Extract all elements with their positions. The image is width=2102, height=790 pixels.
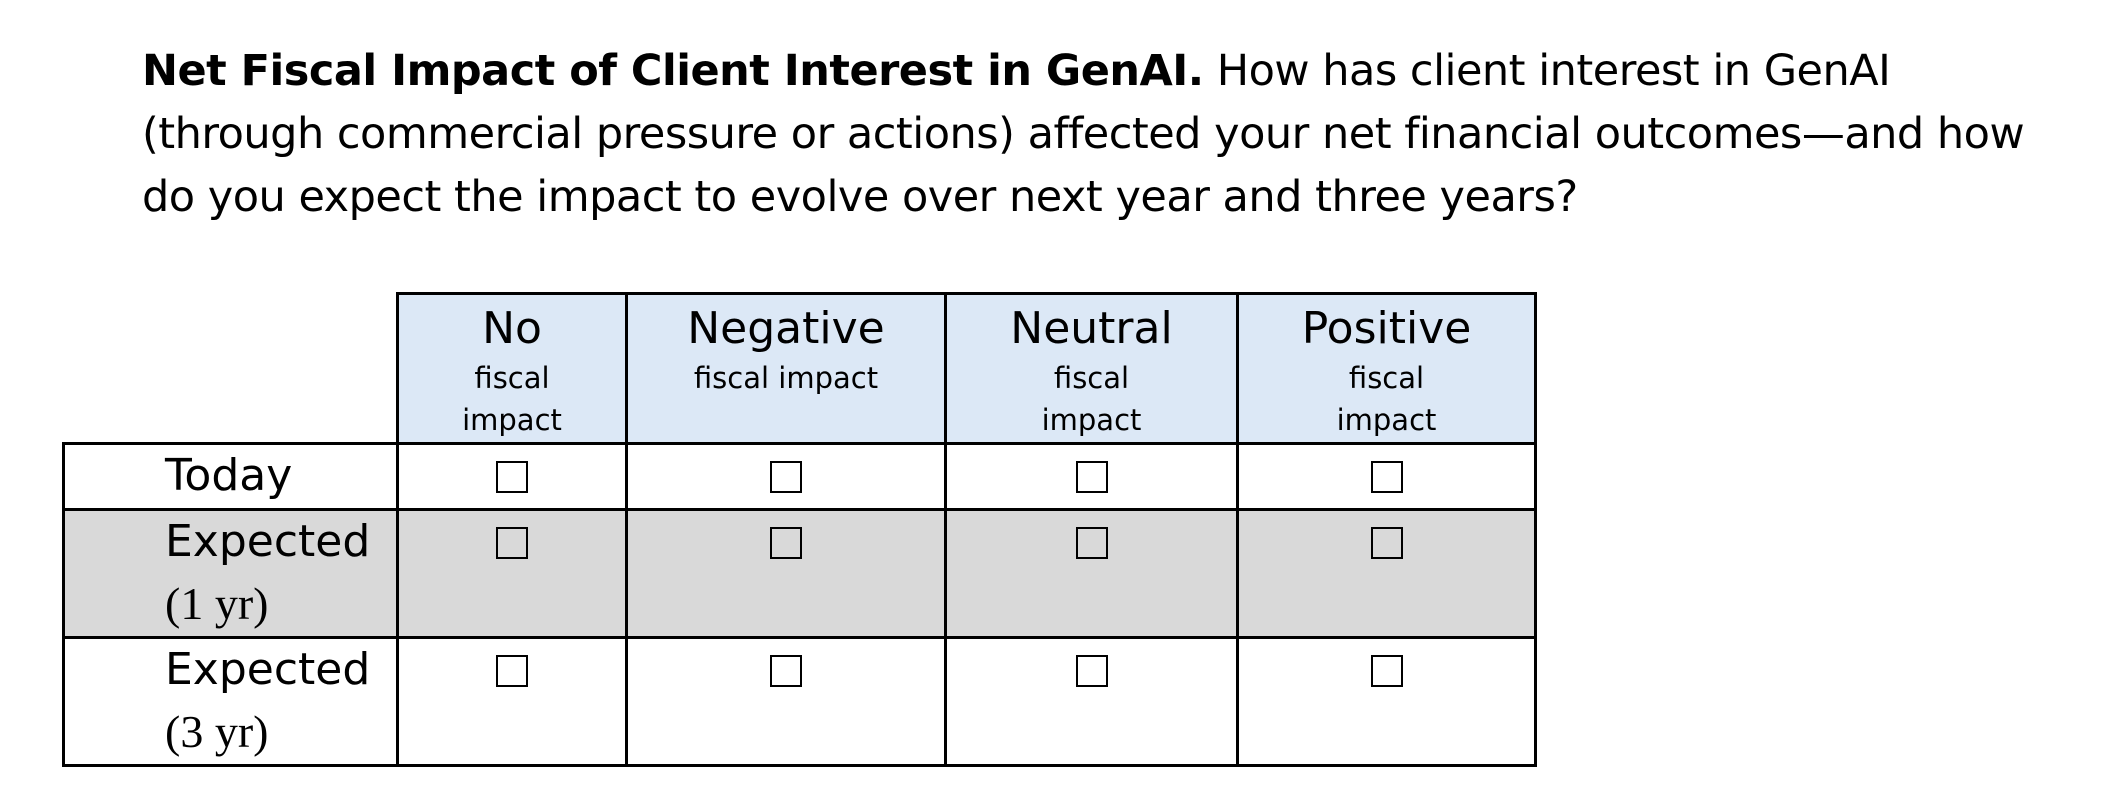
row-label-expected-3yr: Expected (3 yr) xyxy=(62,636,399,767)
cell-1yr-positive xyxy=(1236,508,1537,639)
checkbox-1yr-neutral[interactable] xyxy=(1075,527,1108,559)
question-body: How has client interest in GenAI (throug… xyxy=(142,46,2025,222)
checkbox-3yr-neutral[interactable] xyxy=(1075,655,1108,687)
table-row-expected-1yr: Expected (1 yr) xyxy=(62,508,1537,639)
row-label-line1: Expected xyxy=(165,516,371,567)
column-header-negative-fiscal-impact: Negative fiscal impact xyxy=(625,292,947,445)
row-label-line2: (1 yr) xyxy=(165,578,269,629)
checkbox-3yr-positive[interactable] xyxy=(1370,655,1403,687)
cell-1yr-negative xyxy=(625,508,947,639)
question-text: Net Fiscal Impact of Client Interest in … xyxy=(142,40,2042,229)
column-header-sub: fiscal impact xyxy=(462,361,562,437)
column-header-sub: fiscal impact xyxy=(693,361,879,395)
column-header-neutral-fiscal-impact: Neutral fiscal impact xyxy=(944,292,1239,445)
checkbox-1yr-negative[interactable] xyxy=(770,527,802,559)
checkbox-today-no-impact[interactable] xyxy=(496,461,528,493)
checkbox-1yr-positive[interactable] xyxy=(1370,527,1403,559)
row-label-today: Today xyxy=(62,442,399,511)
column-header-main: No xyxy=(482,303,542,354)
checkbox-today-neutral[interactable] xyxy=(1075,461,1108,493)
cell-1yr-neutral xyxy=(944,508,1239,639)
header-blank-cell xyxy=(64,294,398,444)
checkbox-today-negative[interactable] xyxy=(770,461,802,493)
checkbox-3yr-no-impact[interactable] xyxy=(496,655,528,687)
column-header-no-fiscal-impact: No fiscal impact xyxy=(396,292,628,445)
cell-today-negative xyxy=(625,442,947,511)
row-label-expected-1yr: Expected (1 yr) xyxy=(62,508,399,639)
column-header-main: Positive xyxy=(1301,303,1472,354)
table-row-today: Today xyxy=(62,442,1537,511)
question-title: Net Fiscal Impact of Client Interest in … xyxy=(142,46,1204,96)
column-header-sub: fiscal impact xyxy=(1336,361,1437,437)
table-row-expected-3yr: Expected (3 yr) xyxy=(62,636,1537,767)
column-header-main: Negative xyxy=(687,303,885,354)
cell-1yr-no xyxy=(396,508,628,639)
cell-3yr-no xyxy=(396,636,628,767)
cell-today-neutral xyxy=(944,442,1239,511)
column-header-sub: fiscal impact xyxy=(1041,361,1142,437)
checkbox-1yr-no-impact[interactable] xyxy=(496,527,528,559)
row-label-line1: Today xyxy=(165,450,293,501)
column-header-positive-fiscal-impact: Positive fiscal impact xyxy=(1236,292,1537,445)
cell-3yr-positive xyxy=(1236,636,1537,767)
row-label-line2: (3 yr) xyxy=(165,706,269,757)
cell-3yr-neutral xyxy=(944,636,1239,767)
row-label-line1: Expected xyxy=(165,644,371,695)
response-grid: No fiscal impact Negative fiscal impact … xyxy=(62,292,1537,767)
cell-today-no xyxy=(396,442,628,511)
cell-today-positive xyxy=(1236,442,1537,511)
checkbox-today-positive[interactable] xyxy=(1370,461,1403,493)
checkbox-3yr-negative[interactable] xyxy=(770,655,802,687)
column-header-main: Neutral xyxy=(1010,303,1173,354)
cell-3yr-negative xyxy=(625,636,947,767)
header-row: No fiscal impact Negative fiscal impact … xyxy=(64,292,1537,445)
